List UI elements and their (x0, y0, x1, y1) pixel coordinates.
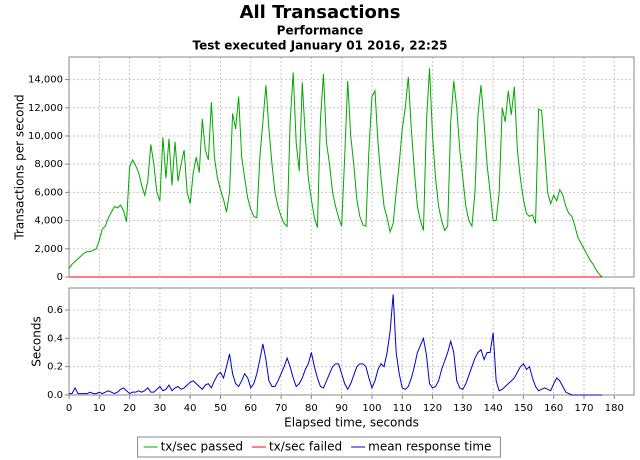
plot-area (68, 56, 635, 278)
y-tick-label: 14,000 (28, 75, 63, 86)
subtitle: Performance (277, 24, 364, 38)
data-line (69, 294, 603, 396)
y-axis-label: Transactions per second (13, 94, 27, 240)
x-tick-label: 0 (66, 403, 72, 414)
y-axis-label: Seconds (30, 316, 44, 366)
x-tick-label: 80 (305, 403, 318, 414)
y-tick-label: 0.2 (47, 362, 63, 373)
y-tick-label: 8,000 (34, 159, 63, 170)
x-tick-label: 100 (362, 403, 381, 414)
x-axis-label: Elapsed time, seconds (284, 416, 419, 430)
y-tick-label: 10,000 (28, 131, 63, 142)
x-tick-label: 50 (214, 403, 227, 414)
x-tick-label: 70 (275, 403, 288, 414)
y-tick-label: 0.6 (47, 305, 63, 316)
x-tick-label: 140 (484, 403, 503, 414)
y-tick-label: 6,000 (34, 187, 63, 198)
x-tick-label: 120 (423, 403, 442, 414)
y-tick-label: 12,000 (28, 103, 63, 114)
y-tick-label: 0 (57, 272, 63, 283)
y-tick-label: 0.4 (47, 333, 63, 344)
x-tick-label: 150 (514, 403, 533, 414)
y-tick-label: 0.0 (47, 390, 63, 401)
x-tick-label: 160 (544, 403, 563, 414)
plot-area (68, 287, 635, 396)
x-tick-label: 60 (244, 403, 257, 414)
x-tick-label: 30 (154, 403, 167, 414)
x-tick-label: 130 (453, 403, 472, 414)
x-tick-label: 20 (123, 403, 136, 414)
legend-label: tx/sec failed (269, 440, 342, 454)
legend-box (137, 436, 501, 458)
x-tick-label: 10 (93, 403, 106, 414)
x-tick-label: 90 (335, 403, 348, 414)
subtitle: Test executed January 01 2016, 22:25 (193, 39, 448, 53)
x-tick-label: 180 (605, 403, 624, 414)
y-tick-label: 2,000 (34, 244, 63, 255)
data-line (68, 68, 603, 278)
y-tick-label: 4,000 (34, 216, 63, 227)
chart-title: All Transactions (240, 2, 401, 23)
legend-label: mean response time (368, 440, 491, 454)
legend-label: tx/sec passed (161, 440, 243, 454)
legend: tx/sec passed tx/sec failed mean response … (137, 436, 501, 458)
x-tick-label: 110 (393, 403, 412, 414)
x-tick-label: 40 (184, 403, 197, 414)
plot-border (68, 287, 635, 396)
x-tick-label: 170 (574, 403, 593, 414)
